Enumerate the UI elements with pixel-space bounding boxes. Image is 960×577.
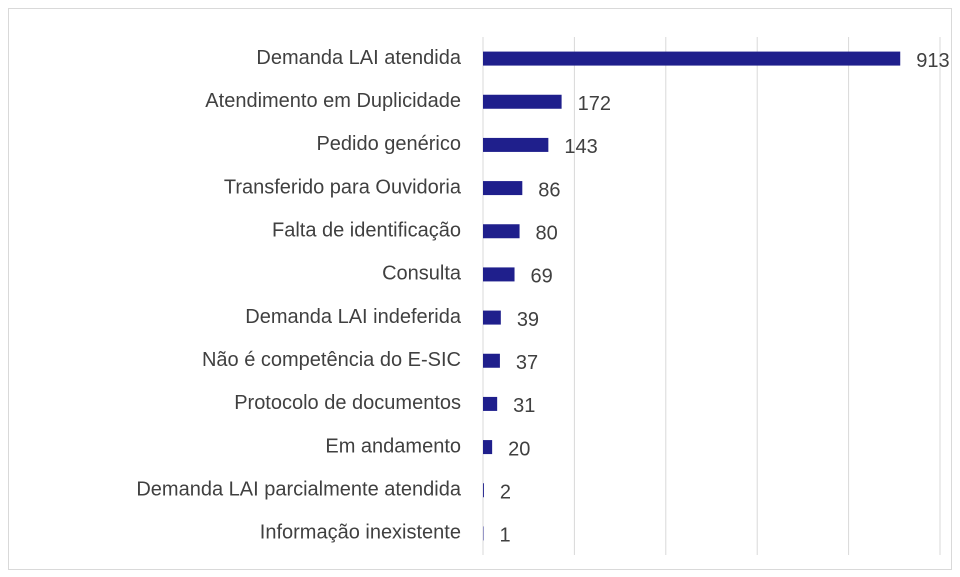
y-tick-label: Não é competência do E-SIC (202, 349, 461, 371)
bar (483, 440, 493, 455)
y-tick-label: Protocolo de documentos (234, 392, 461, 414)
bar (483, 310, 501, 325)
bar (483, 137, 549, 152)
y-tick-label: Atendimento em Duplicidade (205, 90, 461, 112)
bar (483, 181, 523, 196)
y-tick-label: Consulta (382, 263, 462, 285)
data-label: 39 (517, 309, 539, 331)
data-label: 86 (538, 179, 560, 201)
data-label: 913 (916, 50, 949, 72)
y-tick-label: Em andamento (325, 435, 461, 457)
y-tick-label: Demanda LAI parcialmente atendida (136, 479, 462, 501)
data-label: 20 (508, 438, 530, 460)
y-tick-label: Pedido genérico (316, 133, 461, 155)
bar (483, 267, 515, 282)
bar (483, 94, 562, 109)
bar (483, 224, 520, 239)
y-tick-label: Transferido para Ouvidoria (224, 176, 462, 198)
data-label: 1 (499, 525, 510, 547)
data-label: 37 (516, 352, 538, 374)
y-tick-label: Falta de identificação (272, 220, 461, 242)
data-label: 143 (564, 136, 597, 158)
data-label: 31 (513, 395, 535, 417)
y-tick-label: Informação inexistente (260, 522, 461, 544)
data-label: 172 (578, 93, 611, 115)
bar (483, 353, 500, 368)
bar (483, 396, 498, 411)
y-tick-label: Demanda LAI atendida (256, 47, 461, 69)
data-label: 2 (500, 482, 511, 504)
data-label: 69 (531, 266, 553, 288)
chart-frame (8, 8, 952, 570)
bar (483, 51, 901, 66)
data-label: 80 (536, 223, 558, 245)
bar (483, 483, 484, 498)
y-tick-label: Demanda LAI indeferida (245, 306, 462, 328)
